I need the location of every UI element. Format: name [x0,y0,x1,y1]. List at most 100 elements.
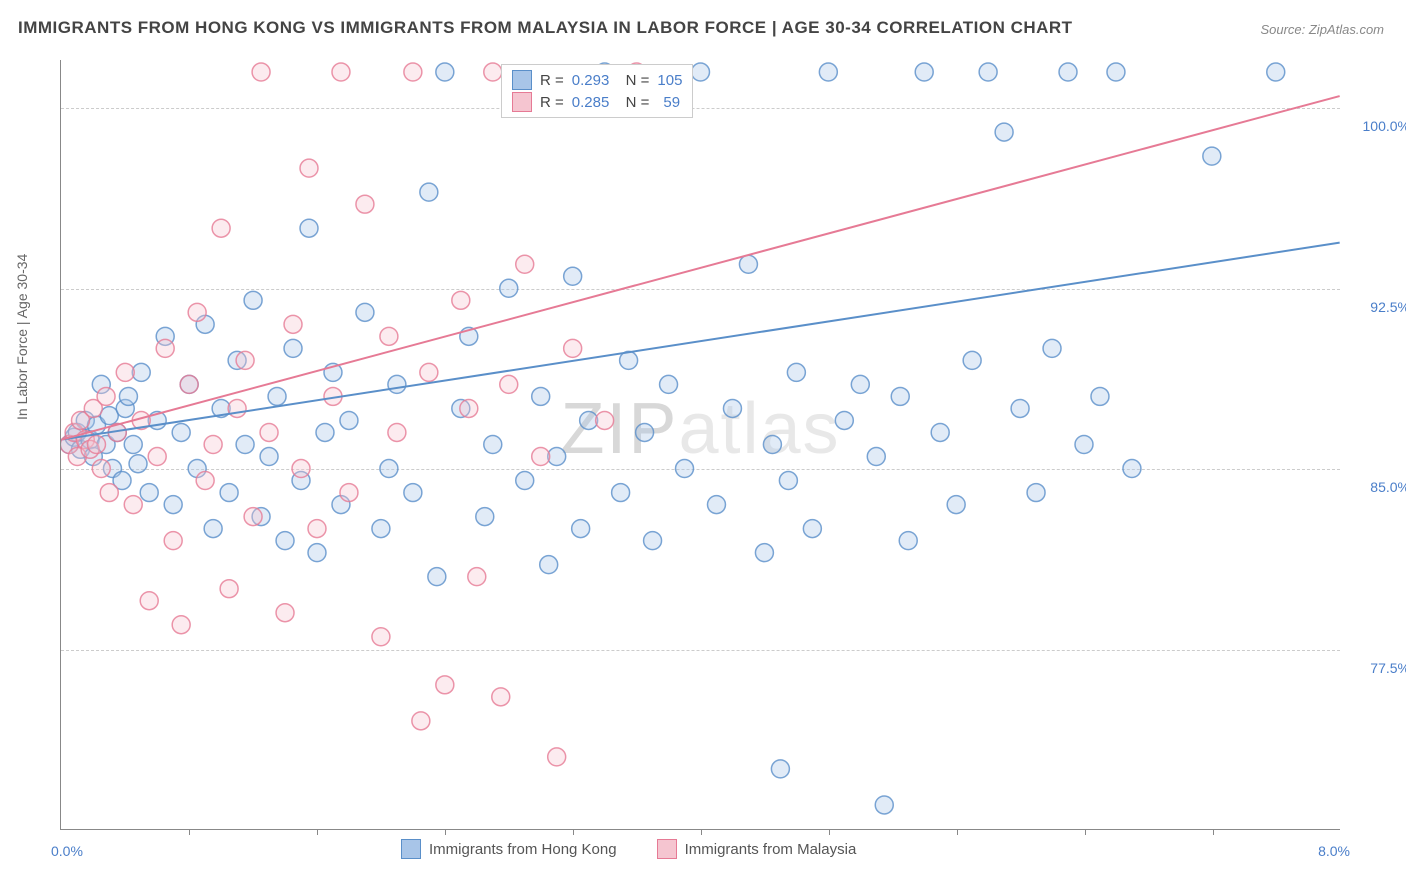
data-point [484,436,502,454]
data-point [276,532,294,550]
data-point [220,580,238,598]
data-point [1011,399,1029,417]
data-point [372,628,390,646]
data-point [564,339,582,357]
data-point [644,532,662,550]
x-tick [1085,829,1086,835]
data-point [276,604,294,622]
data-point [516,472,534,490]
data-point [979,63,997,81]
x-tick [445,829,446,835]
data-point [140,484,158,502]
data-point [787,363,805,381]
data-point [460,399,478,417]
data-point [947,496,965,514]
data-point [236,436,254,454]
data-point [260,423,278,441]
x-axis-max-label: 8.0% [1318,843,1350,859]
x-tick [829,829,830,835]
data-point [771,760,789,778]
swatch-hongkong [512,70,532,90]
data-point [420,363,438,381]
data-point [204,520,222,538]
data-point [316,423,334,441]
y-tick-label: 85.0% [1350,479,1406,495]
data-point [300,219,318,237]
data-point [723,399,741,417]
scatter-svg [61,60,1340,829]
data-point [300,159,318,177]
data-point [1267,63,1285,81]
data-point [380,460,398,478]
data-point [244,508,262,526]
data-point [612,484,630,502]
data-point [1091,387,1109,405]
data-point [388,423,406,441]
data-point [1203,147,1221,165]
data-point [180,375,198,393]
correlation-legend: R = 0.293 N = 105 R = 0.285 N = 59 [501,64,693,118]
data-point [308,544,326,562]
data-point [436,676,454,694]
data-point [388,375,406,393]
data-point [124,496,142,514]
data-point [332,63,350,81]
data-point [420,183,438,201]
data-point [995,123,1013,141]
data-point [532,387,550,405]
data-point [87,436,105,454]
data-point [660,375,678,393]
data-point [476,508,494,526]
data-point [236,351,254,369]
data-point [172,616,190,634]
data-point [739,255,757,273]
trendline [61,96,1339,440]
data-point [97,387,115,405]
x-tick [189,829,190,835]
series-legend: Immigrants from Hong Kong Immigrants fro… [401,839,856,859]
data-point [404,484,422,502]
data-point [412,712,430,730]
data-point [532,448,550,466]
data-point [779,472,797,490]
data-point [516,255,534,273]
data-point [428,568,446,586]
data-point [596,411,614,429]
data-point [755,544,773,562]
data-point [636,423,654,441]
data-point [1043,339,1061,357]
data-point [1027,484,1045,502]
data-point [220,484,238,502]
data-point [164,532,182,550]
data-point [380,327,398,345]
data-point [484,63,502,81]
plot-area: ZIPatlas R = 0.293 N = 105 R = 0.285 N =… [60,60,1340,830]
data-point [676,460,694,478]
data-point [1123,460,1141,478]
data-point [899,532,917,550]
data-point [819,63,837,81]
legend-row-hongkong: R = 0.293 N = 105 [512,69,682,91]
data-point [372,520,390,538]
data-point [404,63,422,81]
data-point [284,315,302,333]
data-point [129,455,147,473]
data-point [92,460,110,478]
swatch-malaysia [512,92,532,112]
data-point [116,363,134,381]
data-point [284,339,302,357]
data-point [100,484,118,502]
legend-item-hongkong: Immigrants from Hong Kong [401,839,617,859]
swatch-hongkong-icon [401,839,421,859]
data-point [148,448,166,466]
data-point [1107,63,1125,81]
data-point [340,484,358,502]
data-point [244,291,262,309]
data-point [867,448,885,466]
y-tick-label: 92.5% [1350,299,1406,315]
data-point [172,423,190,441]
trendline [61,243,1339,440]
data-point [212,219,230,237]
swatch-malaysia-icon [657,839,677,859]
data-point [1059,63,1077,81]
